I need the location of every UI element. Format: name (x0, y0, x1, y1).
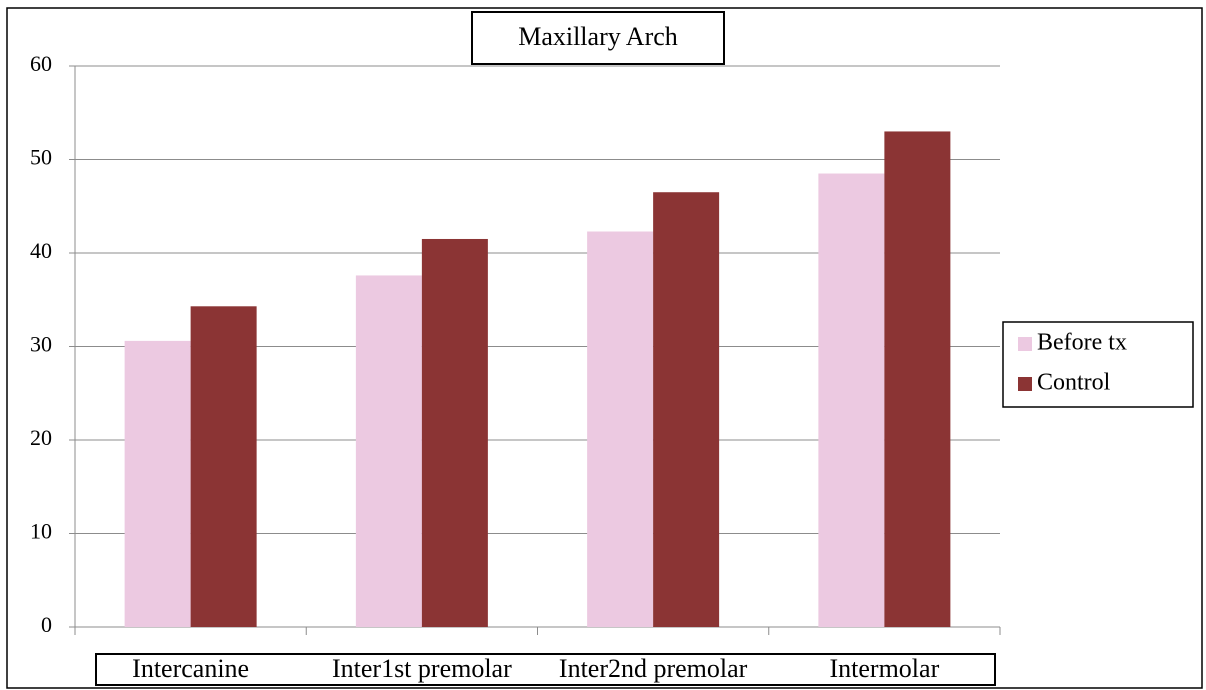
title-box (471, 11, 725, 65)
y-tick-label: 10 (30, 519, 52, 544)
legend-label: Control (1037, 370, 1111, 396)
bar (421, 238, 488, 627)
bar (124, 340, 191, 627)
chart-border (6, 7, 1203, 689)
chart-title: Maxillary Arch (518, 22, 678, 51)
legend-label: Before tx (1037, 330, 1127, 356)
legend-swatch (1018, 377, 1032, 391)
y-tick-label: 30 (30, 332, 52, 357)
x-tick-label: Intercanine (132, 654, 249, 683)
x-tick-label: Inter2nd premolar (559, 654, 748, 683)
bar (818, 173, 885, 627)
x-tick-label: Inter1st premolar (332, 654, 512, 683)
y-tick-label: 60 (30, 51, 52, 76)
y-tick-label: 0 (41, 612, 52, 637)
bar (884, 131, 951, 627)
x-tick-label: Intermolar (830, 654, 940, 683)
y-tick-label: 20 (30, 425, 52, 450)
y-tick-label: 40 (30, 238, 52, 263)
bar (355, 275, 422, 627)
category-box (95, 653, 996, 686)
legend-swatch (1018, 337, 1032, 351)
bar (587, 231, 654, 627)
y-tick-label: 50 (30, 145, 52, 170)
bar (190, 306, 257, 627)
bar (653, 192, 720, 627)
legend-box (1002, 321, 1194, 408)
